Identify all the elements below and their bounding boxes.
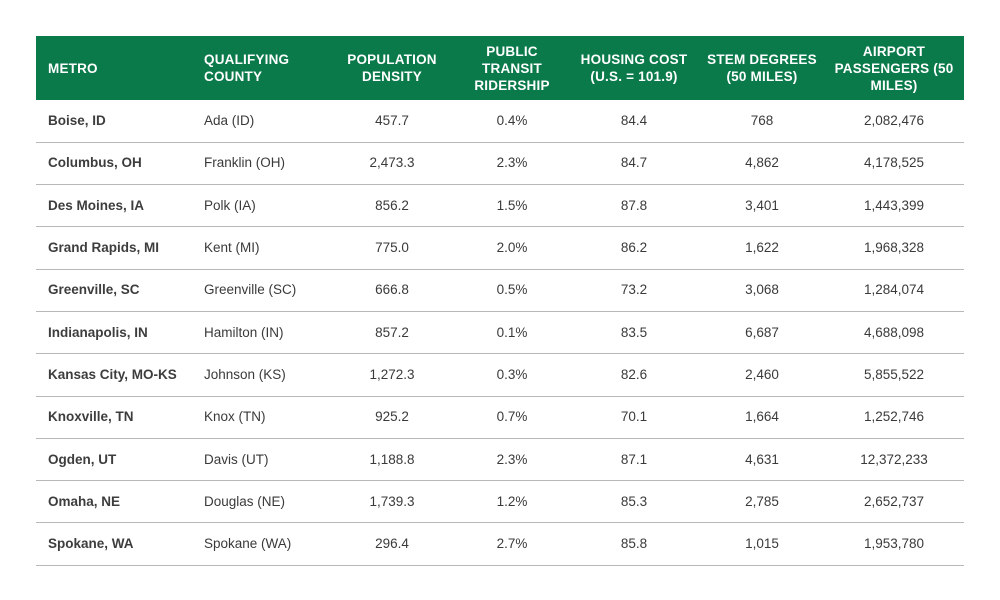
header-population-density: POPULATION DENSITY	[347, 52, 437, 84]
cell-transit-ridership: 0.3%	[496, 366, 528, 382]
cell-transit-ridership: 0.1%	[496, 324, 528, 340]
cell-county: Spokane (WA)	[204, 536, 292, 552]
cell-county: Franklin (OH)	[204, 155, 286, 171]
cell-population-density: 857.2	[375, 324, 409, 340]
table-body: Boise, ID Ada (ID) 457.7 0.4% 84.4 768 2,082,4…	[36, 100, 964, 566]
cell-transit-ridership: 2.3%	[496, 451, 528, 467]
cell-airport-passengers: 1,443,399	[863, 197, 925, 213]
cell-metro: Knoxville, TN	[48, 409, 134, 425]
cell-stem-degrees: 1,015	[745, 536, 779, 552]
cell-housing-cost: 82.6	[620, 366, 648, 382]
cell-stem-degrees: 3,068	[745, 282, 779, 298]
cell-housing-cost: 84.7	[620, 155, 648, 171]
cell-county: Greenville (SC)	[204, 282, 297, 298]
table-row: Grand Rapids, MI Kent (MI) 775.0 2.0% 86.2 1,…	[36, 227, 964, 270]
cell-county: Knox (TN)	[204, 409, 266, 425]
cell-population-density: 666.8	[375, 282, 409, 298]
cell-transit-ridership: 0.4%	[496, 112, 528, 128]
cell-transit-ridership: 2.7%	[496, 536, 528, 552]
cell-population-density: 296.4	[375, 536, 409, 552]
cell-housing-cost: 86.2	[620, 240, 648, 256]
metro-comparison-table: METRO QUALIFYING COUNTY POPULATION DENSI…	[36, 36, 964, 566]
table-row: Omaha, NE Douglas (NE) 1,739.3 1.2% 85.3 2,78…	[36, 481, 964, 523]
cell-county: Polk (IA)	[204, 197, 256, 213]
cell-metro: Grand Rapids, MI	[48, 240, 160, 256]
cell-stem-degrees: 6,687	[745, 324, 779, 340]
cell-stem-degrees: 2,460	[745, 366, 779, 382]
cell-metro: Indianapolis, IN	[48, 324, 148, 340]
table-row: Ogden, UT Davis (UT) 1,188.8 2.3% 87.1 4,631 1…	[36, 438, 964, 481]
cell-airport-passengers: 1,953,780	[863, 536, 925, 552]
cell-metro: Spokane, WA	[48, 536, 134, 552]
cell-transit-ridership: 2.3%	[496, 155, 528, 171]
cell-airport-passengers: 1,968,328	[863, 240, 925, 256]
cell-stem-degrees: 1,622	[745, 240, 779, 256]
cell-housing-cost: 83.5	[620, 324, 648, 340]
cell-stem-degrees: 1,664	[745, 409, 779, 425]
header-metro: METRO	[48, 60, 98, 76]
cell-housing-cost: 73.2	[620, 282, 648, 298]
table-header-row: METRO QUALIFYING COUNTY POPULATION DENSI…	[36, 36, 964, 100]
cell-stem-degrees: 2,785	[745, 493, 779, 509]
cell-county: Johnson (KS)	[204, 366, 286, 382]
cell-metro: Kansas City, MO-KS	[48, 366, 177, 382]
cell-airport-passengers: 12,372,233	[860, 451, 928, 467]
header-stem-degrees: STEM DEGREES (50 MILES)	[707, 52, 817, 84]
cell-transit-ridership: 0.5%	[496, 282, 528, 298]
cell-housing-cost: 85.8	[620, 536, 648, 552]
cell-airport-passengers: 1,252,746	[863, 409, 925, 425]
cell-transit-ridership: 0.7%	[496, 409, 528, 425]
table-row: Spokane, WA Spokane (WA) 296.4 2.7% 85.8 1,01…	[36, 523, 964, 566]
cell-population-density: 1,188.8	[369, 451, 415, 467]
table-row: Boise, ID Ada (ID) 457.7 0.4% 84.4 768 2,082,4…	[36, 100, 964, 143]
cell-airport-passengers: 2,652,737	[863, 493, 925, 509]
cell-stem-degrees: 768	[750, 112, 774, 128]
cell-airport-passengers: 2,082,476	[863, 112, 925, 128]
cell-stem-degrees: 4,631	[745, 451, 779, 467]
cell-county: Douglas (NE)	[204, 493, 286, 509]
cell-airport-passengers: 4,688,098	[863, 324, 925, 340]
cell-housing-cost: 87.8	[620, 197, 648, 213]
cell-population-density: 1,272.3	[369, 366, 415, 382]
cell-metro: Des Moines, IA	[48, 197, 145, 213]
cell-stem-degrees: 3,401	[745, 197, 779, 213]
cell-stem-degrees: 4,862	[745, 155, 779, 171]
cell-housing-cost: 85.3	[620, 493, 648, 509]
header-public-transit: PUBLIC TRANSIT RIDERSHIP	[474, 43, 550, 93]
cell-transit-ridership: 1.5%	[496, 197, 528, 213]
header-qualifying-county: QUALIFYING COUNTY	[204, 52, 290, 84]
metro-comparison-table-container: METRO QUALIFYING COUNTY POPULATION DENSI…	[36, 36, 964, 566]
cell-county: Hamilton (IN)	[204, 324, 284, 340]
cell-metro: Ogden, UT	[48, 451, 117, 467]
cell-housing-cost: 70.1	[620, 409, 648, 425]
table-row: Kansas City, MO-KS Johnson (KS) 1,272.3 0.3…	[36, 354, 964, 397]
cell-airport-passengers: 4,178,525	[863, 155, 925, 171]
cell-housing-cost: 84.4	[620, 112, 648, 128]
cell-population-density: 856.2	[375, 197, 409, 213]
header-airport-passengers: AIRPORT PASSENGERS (50 MILES)	[834, 43, 954, 93]
cell-airport-passengers: 5,855,522	[863, 366, 925, 382]
cell-airport-passengers: 1,284,074	[863, 282, 925, 298]
cell-metro: Columbus, OH	[48, 155, 142, 171]
cell-population-density: 925.2	[375, 409, 409, 425]
cell-county: Davis (UT)	[204, 451, 269, 467]
header-housing-cost: HOUSING COST (U.S. = 101.9)	[580, 52, 688, 84]
cell-metro: Omaha, NE	[48, 493, 121, 509]
cell-population-density: 457.7	[375, 112, 409, 128]
cell-transit-ridership: 1.2%	[496, 493, 528, 509]
cell-metro: Greenville, SC	[48, 282, 140, 298]
table-row: Columbus, OH Franklin (OH) 2,473.3 2.3% 84.7…	[36, 142, 964, 185]
table-row: Greenville, SC Greenville (SC) 666.8 0.5% 73…	[36, 269, 964, 312]
cell-county: Ada (ID)	[204, 112, 255, 128]
cell-housing-cost: 87.1	[620, 451, 648, 467]
cell-metro: Boise, ID	[48, 112, 106, 128]
cell-population-density: 1,739.3	[369, 493, 415, 509]
cell-transit-ridership: 2.0%	[496, 240, 528, 256]
cell-population-density: 775.0	[375, 240, 409, 256]
cell-county: Kent (MI)	[204, 240, 260, 256]
cell-population-density: 2,473.3	[369, 155, 415, 171]
table-row: Knoxville, TN Knox (TN) 925.2 0.7% 70.1 1,664…	[36, 396, 964, 439]
table-row: Indianapolis, IN Hamilton (IN) 857.2 0.1% 83…	[36, 311, 964, 354]
table-row: Des Moines, IA Polk (IA) 856.2 1.5% 87.8 3,40…	[36, 185, 964, 227]
